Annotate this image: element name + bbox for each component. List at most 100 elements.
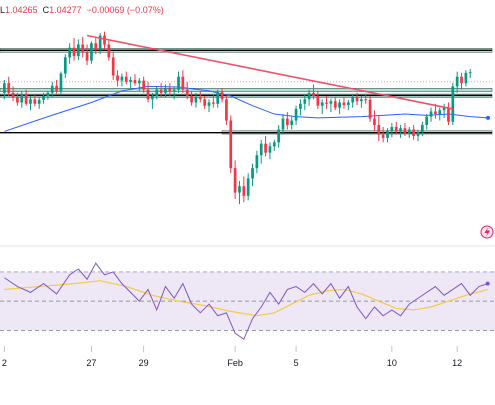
- candle-body: [338, 102, 341, 108]
- candle-body: [168, 88, 172, 91]
- descending-trendline: [86, 34, 453, 110]
- candle-body: [442, 107, 446, 111]
- candle-body: [447, 107, 450, 122]
- candle-body: [264, 143, 267, 153]
- candle-body: [268, 146, 272, 153]
- candle-body: [3, 83, 6, 93]
- candle-body: [312, 92, 315, 97]
- candle-body: [172, 89, 176, 91]
- candle-body: [116, 75, 119, 81]
- candle-body: [211, 102, 215, 104]
- candle-body: [434, 111, 437, 115]
- candle-body: [77, 44, 80, 57]
- candle-body: [316, 96, 320, 106]
- candle-body: [294, 108, 298, 121]
- candle-body: [94, 43, 98, 50]
- open-value: 1.04265: [5, 5, 38, 15]
- replay-icon[interactable]: [480, 225, 494, 239]
- candle-body: [460, 76, 463, 84]
- time-tick-label-6: 12: [452, 358, 462, 368]
- candle-body: [281, 118, 285, 130]
- candle-body: [307, 92, 311, 100]
- candle-body: [124, 76, 128, 82]
- ma-end-dot: [486, 115, 490, 120]
- candle-body: [181, 76, 185, 90]
- time-tick-label-1: 27: [86, 358, 96, 368]
- candle-body: [24, 94, 28, 104]
- rsi-moving-average: [4, 280, 488, 317]
- candle-body: [320, 102, 324, 106]
- candle-body: [190, 96, 193, 103]
- candle-body: [177, 76, 180, 90]
- candle-body: [33, 99, 37, 104]
- candle-body: [425, 116, 429, 125]
- candle-body: [194, 97, 198, 103]
- candle-body: [346, 102, 350, 106]
- candle-body: [159, 89, 163, 93]
- candle-body: [120, 76, 124, 81]
- candle-body: [303, 99, 307, 104]
- time-tick-label-5: 10: [387, 358, 397, 368]
- candle-body: [251, 168, 254, 179]
- candle-body: [259, 143, 263, 156]
- candle-body: [98, 35, 102, 50]
- candle-body: [42, 96, 45, 100]
- candle-body: [55, 85, 58, 91]
- candle-body: [464, 72, 468, 84]
- candle-body: [416, 132, 420, 136]
- candle-body: [360, 99, 363, 102]
- candle-body: [220, 92, 224, 100]
- candle-body: [63, 57, 67, 74]
- candle-body: [451, 86, 455, 122]
- rsi-end-dot: [485, 281, 490, 286]
- candle-body: [403, 128, 407, 134]
- candle-body: [46, 92, 50, 97]
- candle-body: [90, 43, 93, 61]
- candle-body: [351, 97, 355, 103]
- candle-body: [137, 80, 141, 84]
- candle-body: [198, 97, 202, 100]
- candle-body: [399, 128, 402, 132]
- candle-body: [272, 142, 276, 147]
- candle-body: [355, 97, 359, 102]
- moving-average-line: [4, 85, 488, 132]
- candle-body: [386, 130, 389, 138]
- open-label: L: [0, 5, 6, 15]
- candle-body: [255, 155, 259, 169]
- candle-body: [286, 118, 289, 125]
- candle-body: [164, 88, 167, 93]
- candle-body: [468, 72, 472, 74]
- candle-body: [420, 125, 424, 133]
- candle-body: [16, 97, 19, 103]
- candle-body: [277, 129, 281, 143]
- candle-body: [246, 178, 250, 196]
- candle-body: [151, 96, 154, 100]
- candle-body: [299, 103, 302, 109]
- candle-body: [216, 92, 220, 104]
- candle-body: [438, 110, 442, 115]
- time-tick-label-2: 29: [139, 358, 149, 368]
- candle-body: [37, 99, 41, 104]
- rsi-line: [4, 262, 488, 340]
- candle-body: [85, 52, 89, 61]
- time-tick-label-0: 2: [2, 358, 7, 368]
- candle-body: [377, 125, 381, 135]
- candle-body: [50, 85, 54, 93]
- candle-body: [381, 134, 385, 138]
- candle-body: [364, 99, 368, 101]
- candle-body: [129, 79, 132, 82]
- candle-body: [185, 89, 189, 97]
- candle-body: [373, 118, 376, 125]
- candle-body: [7, 83, 11, 93]
- candle-body: [29, 99, 32, 104]
- candle-body: [455, 76, 459, 87]
- time-tick-label-4: 5: [294, 358, 299, 368]
- candle-body: [342, 102, 346, 106]
- sr-zone-1: [0, 88, 493, 92]
- close-label: C: [42, 5, 50, 15]
- candle-body: [242, 186, 246, 196]
- candle-body: [238, 186, 241, 193]
- candle-body: [11, 92, 15, 98]
